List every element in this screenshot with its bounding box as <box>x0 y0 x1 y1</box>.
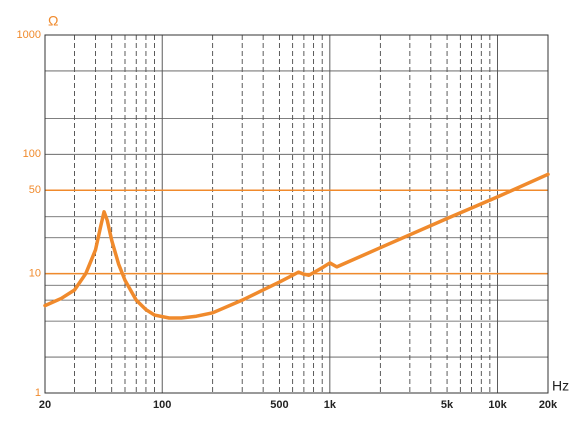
x-tick-label: 10k <box>488 399 507 411</box>
y-tick-label: 50 <box>29 184 41 196</box>
impedance-curve <box>43 172 550 320</box>
y-tick-label: 1 <box>35 387 41 399</box>
x-tick-label: 20 <box>39 399 51 411</box>
y-tick-label: 10 <box>29 268 41 280</box>
y-tick-label: 1000 <box>17 29 41 41</box>
x-tick-label: 5k <box>441 399 454 411</box>
x-tick-label: 100 <box>153 399 171 411</box>
y-tick-label: 100 <box>23 148 41 160</box>
plot-frame <box>44 34 549 394</box>
x-tick-label: 500 <box>270 399 288 411</box>
x-axis-label: Hz <box>552 378 569 394</box>
y-axis-label: Ω <box>48 13 58 29</box>
x-tick-label: 20k <box>539 399 558 411</box>
x-tick-label: 1k <box>324 399 337 411</box>
